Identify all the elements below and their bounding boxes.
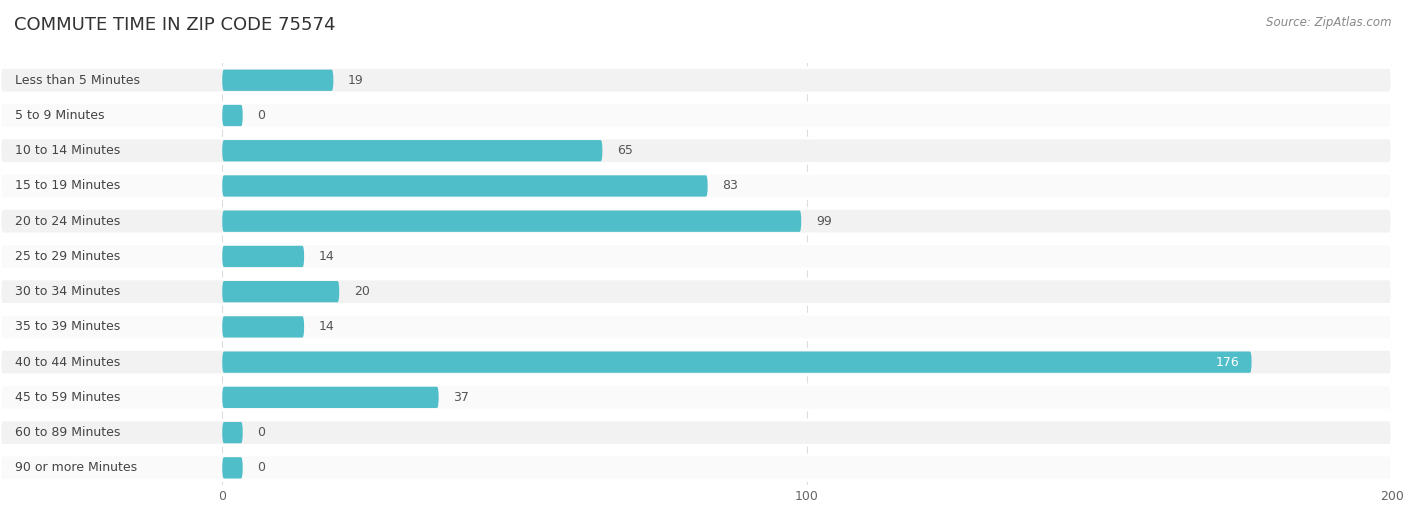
FancyBboxPatch shape [222,69,333,91]
FancyBboxPatch shape [222,387,439,408]
Text: 176: 176 [1216,355,1240,369]
FancyBboxPatch shape [0,420,1392,445]
Text: 14: 14 [319,321,335,334]
FancyBboxPatch shape [222,351,1251,373]
FancyBboxPatch shape [222,246,304,267]
Text: 65: 65 [617,144,633,157]
Text: 83: 83 [723,180,738,193]
FancyBboxPatch shape [0,385,1392,410]
Text: 37: 37 [453,391,470,404]
Text: 5 to 9 Minutes: 5 to 9 Minutes [14,109,104,122]
FancyBboxPatch shape [0,173,1392,199]
Text: Source: ZipAtlas.com: Source: ZipAtlas.com [1267,16,1392,29]
FancyBboxPatch shape [0,455,1392,481]
FancyBboxPatch shape [222,175,707,197]
Text: 99: 99 [815,215,831,228]
Text: 0: 0 [257,109,266,122]
Text: 60 to 89 Minutes: 60 to 89 Minutes [14,426,120,439]
FancyBboxPatch shape [0,349,1392,375]
FancyBboxPatch shape [0,208,1392,234]
Text: 35 to 39 Minutes: 35 to 39 Minutes [14,321,120,334]
Text: 20 to 24 Minutes: 20 to 24 Minutes [14,215,120,228]
Text: 10 to 14 Minutes: 10 to 14 Minutes [14,144,120,157]
Text: 45 to 59 Minutes: 45 to 59 Minutes [14,391,120,404]
FancyBboxPatch shape [222,457,243,479]
FancyBboxPatch shape [222,281,339,302]
Text: 14: 14 [319,250,335,263]
Text: COMMUTE TIME IN ZIP CODE 75574: COMMUTE TIME IN ZIP CODE 75574 [14,16,336,33]
Text: 0: 0 [257,426,266,439]
Text: 40 to 44 Minutes: 40 to 44 Minutes [14,355,120,369]
FancyBboxPatch shape [222,422,243,443]
Text: Less than 5 Minutes: Less than 5 Minutes [14,74,139,87]
FancyBboxPatch shape [0,279,1392,304]
Text: 90 or more Minutes: 90 or more Minutes [14,461,136,474]
Text: 20: 20 [354,285,370,298]
FancyBboxPatch shape [0,314,1392,340]
FancyBboxPatch shape [0,103,1392,128]
Text: 15 to 19 Minutes: 15 to 19 Minutes [14,180,120,193]
FancyBboxPatch shape [222,105,243,126]
FancyBboxPatch shape [0,67,1392,93]
Text: 25 to 29 Minutes: 25 to 29 Minutes [14,250,120,263]
Text: 19: 19 [349,74,364,87]
Text: 0: 0 [257,461,266,474]
FancyBboxPatch shape [222,210,801,232]
FancyBboxPatch shape [222,316,304,338]
FancyBboxPatch shape [0,244,1392,269]
FancyBboxPatch shape [0,138,1392,163]
FancyBboxPatch shape [222,140,602,161]
Text: 30 to 34 Minutes: 30 to 34 Minutes [14,285,120,298]
